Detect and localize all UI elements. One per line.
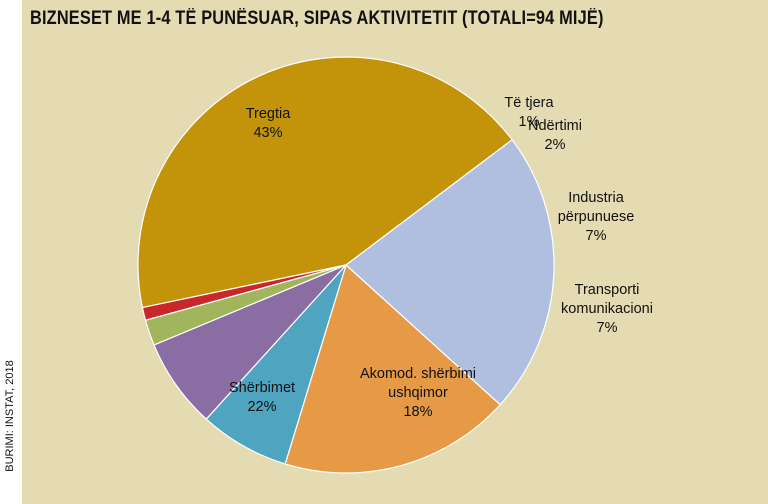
- slice-value-label: 22%: [247, 399, 276, 415]
- slice-label: Shërbimet 22%: [229, 380, 295, 415]
- slice-category-label: Transporti: [575, 282, 640, 298]
- slice-category-label: komunikacioni: [561, 301, 653, 317]
- slice-category-label: Industria: [568, 190, 625, 206]
- pie-slice-shërbimet: [345, 138, 555, 406]
- slice-category-label: Shërbimet: [229, 380, 295, 396]
- slice-category-label: Akomod. shërbimi: [360, 366, 476, 382]
- slice-value-label: 1%: [519, 114, 540, 130]
- slice-value-label: 7%: [597, 320, 618, 336]
- chart-title: BIZNESET ME 1-4 TË PUNËSUAR, SIPAS AKTIV…: [30, 8, 604, 29]
- slice-value-label: 7%: [586, 228, 607, 244]
- slice-value-label: 2%: [545, 137, 566, 153]
- slice-label: Tregtia 43%: [246, 106, 292, 141]
- slice-label: Akomod. shërbimi ushqimor 18%: [360, 366, 476, 420]
- slice-value-label: 18%: [403, 404, 432, 420]
- slice-label: Të tjera 1%: [504, 95, 554, 130]
- slice-label: Ndërtimi 2%: [528, 118, 582, 153]
- slice-category-label: Ndërtimi: [528, 118, 582, 134]
- slice-category-label: ushqimor: [388, 385, 448, 401]
- slice-category-label: përpunuese: [558, 209, 635, 225]
- slice-category-label: Të tjera: [504, 95, 554, 111]
- slice-category-label: Tregtia: [246, 106, 292, 122]
- slice-label: Industria përpunuese 7%: [558, 190, 635, 244]
- pie-slice-të-tjera: [141, 264, 347, 321]
- pie-slice-akomod-shërbimi-ushqimor: [284, 263, 501, 474]
- pie-slice-tregtia: [137, 56, 513, 309]
- slice-label: Transporti komunikacioni 7%: [561, 282, 653, 336]
- slice-value-label: 43%: [253, 125, 282, 141]
